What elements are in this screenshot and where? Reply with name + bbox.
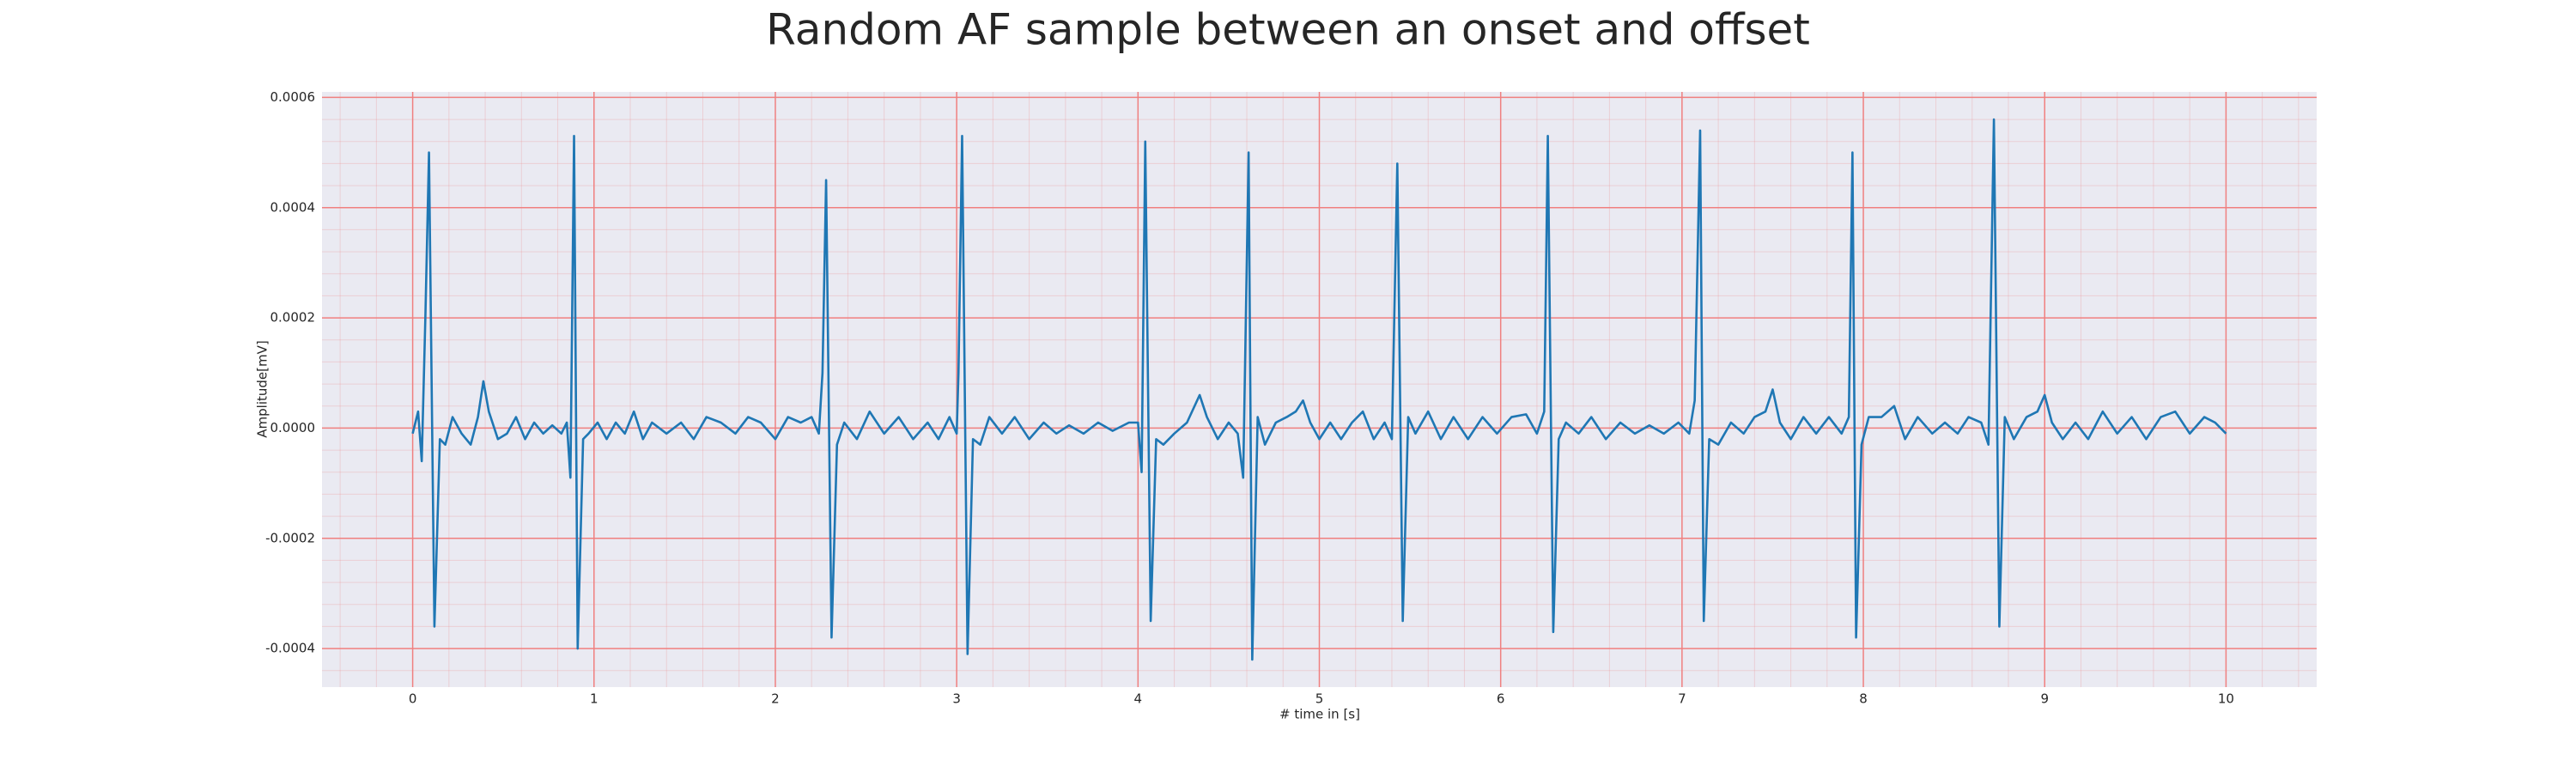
x-tick-label: 10 [2218, 691, 2234, 707]
x-tick-label: 4 [1134, 691, 1143, 707]
x-tick-label: 8 [1859, 691, 1868, 707]
x-tick-label: 3 [952, 691, 961, 707]
y-tick-label: 0.0000 [270, 420, 316, 435]
y-tick-label: 0.0006 [270, 89, 316, 105]
y-tick-label: 0.0004 [270, 199, 316, 215]
x-tick-label: 5 [1315, 691, 1324, 707]
y-tick-label: -0.0004 [265, 641, 315, 656]
x-tick-label: 6 [1497, 691, 1505, 707]
y-tick-label: 0.0002 [270, 310, 316, 326]
y-axis-label: Amplitude[mV] [255, 340, 270, 437]
y-tick-label: -0.0002 [265, 530, 315, 545]
x-tick-label: 9 [2040, 691, 2049, 707]
x-axis-label: # time in [s] [1279, 707, 1360, 722]
x-tick-label: 7 [1678, 691, 1686, 707]
signal-line [411, 118, 2227, 661]
x-tick-label: 2 [771, 691, 780, 707]
x-tick-label: 1 [590, 691, 598, 707]
grid [322, 92, 2317, 687]
chart-title: Random AF sample between an onset and of… [766, 5, 1810, 55]
x-tick-label: 0 [409, 691, 417, 707]
